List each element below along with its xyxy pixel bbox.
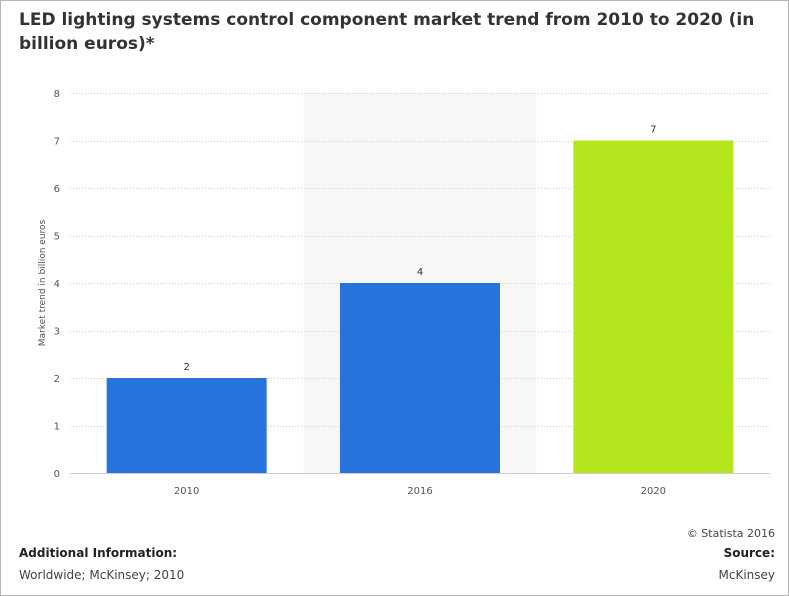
x-tick-label: 2010 [174,486,199,497]
y-tick-label: 7 [54,137,60,148]
data-label-2010: 2 [183,362,189,373]
additional-information: Additional Information: Worldwide; McKin… [19,545,184,584]
y-tick-label: 5 [54,232,60,243]
y-axis-label: Market trend in billion euros [38,219,48,346]
bar-2016[interactable] [340,283,500,473]
x-tick-label: 2016 [407,486,432,497]
additional-info-heading: Additional Information: [19,546,178,560]
data-label-2016: 4 [417,267,423,278]
source-text[interactable]: McKinsey [718,568,776,582]
y-tick-label: 6 [54,184,60,195]
source-heading: Source: [723,546,775,560]
bar-2010[interactable] [106,378,267,473]
y-tick-label: 8 [54,89,60,100]
source-information: Source: McKinsey [719,545,776,584]
data-label-2020: 7 [650,125,656,136]
additional-info-text: Worldwide; McKinsey; 2010 [19,568,185,582]
y-tick-label: 3 [54,327,60,338]
chart-title: LED lighting systems control component m… [19,10,755,54]
bar-2020[interactable] [573,140,734,474]
x-tick-label: 2020 [641,486,666,497]
y-tick-label: 1 [54,422,60,433]
y-tick-label: 0 [54,469,60,480]
statista-credit[interactable]: © Statista 2016 [686,527,775,540]
y-tick-label: 2 [54,374,60,385]
y-tick-label: 4 [54,279,60,290]
